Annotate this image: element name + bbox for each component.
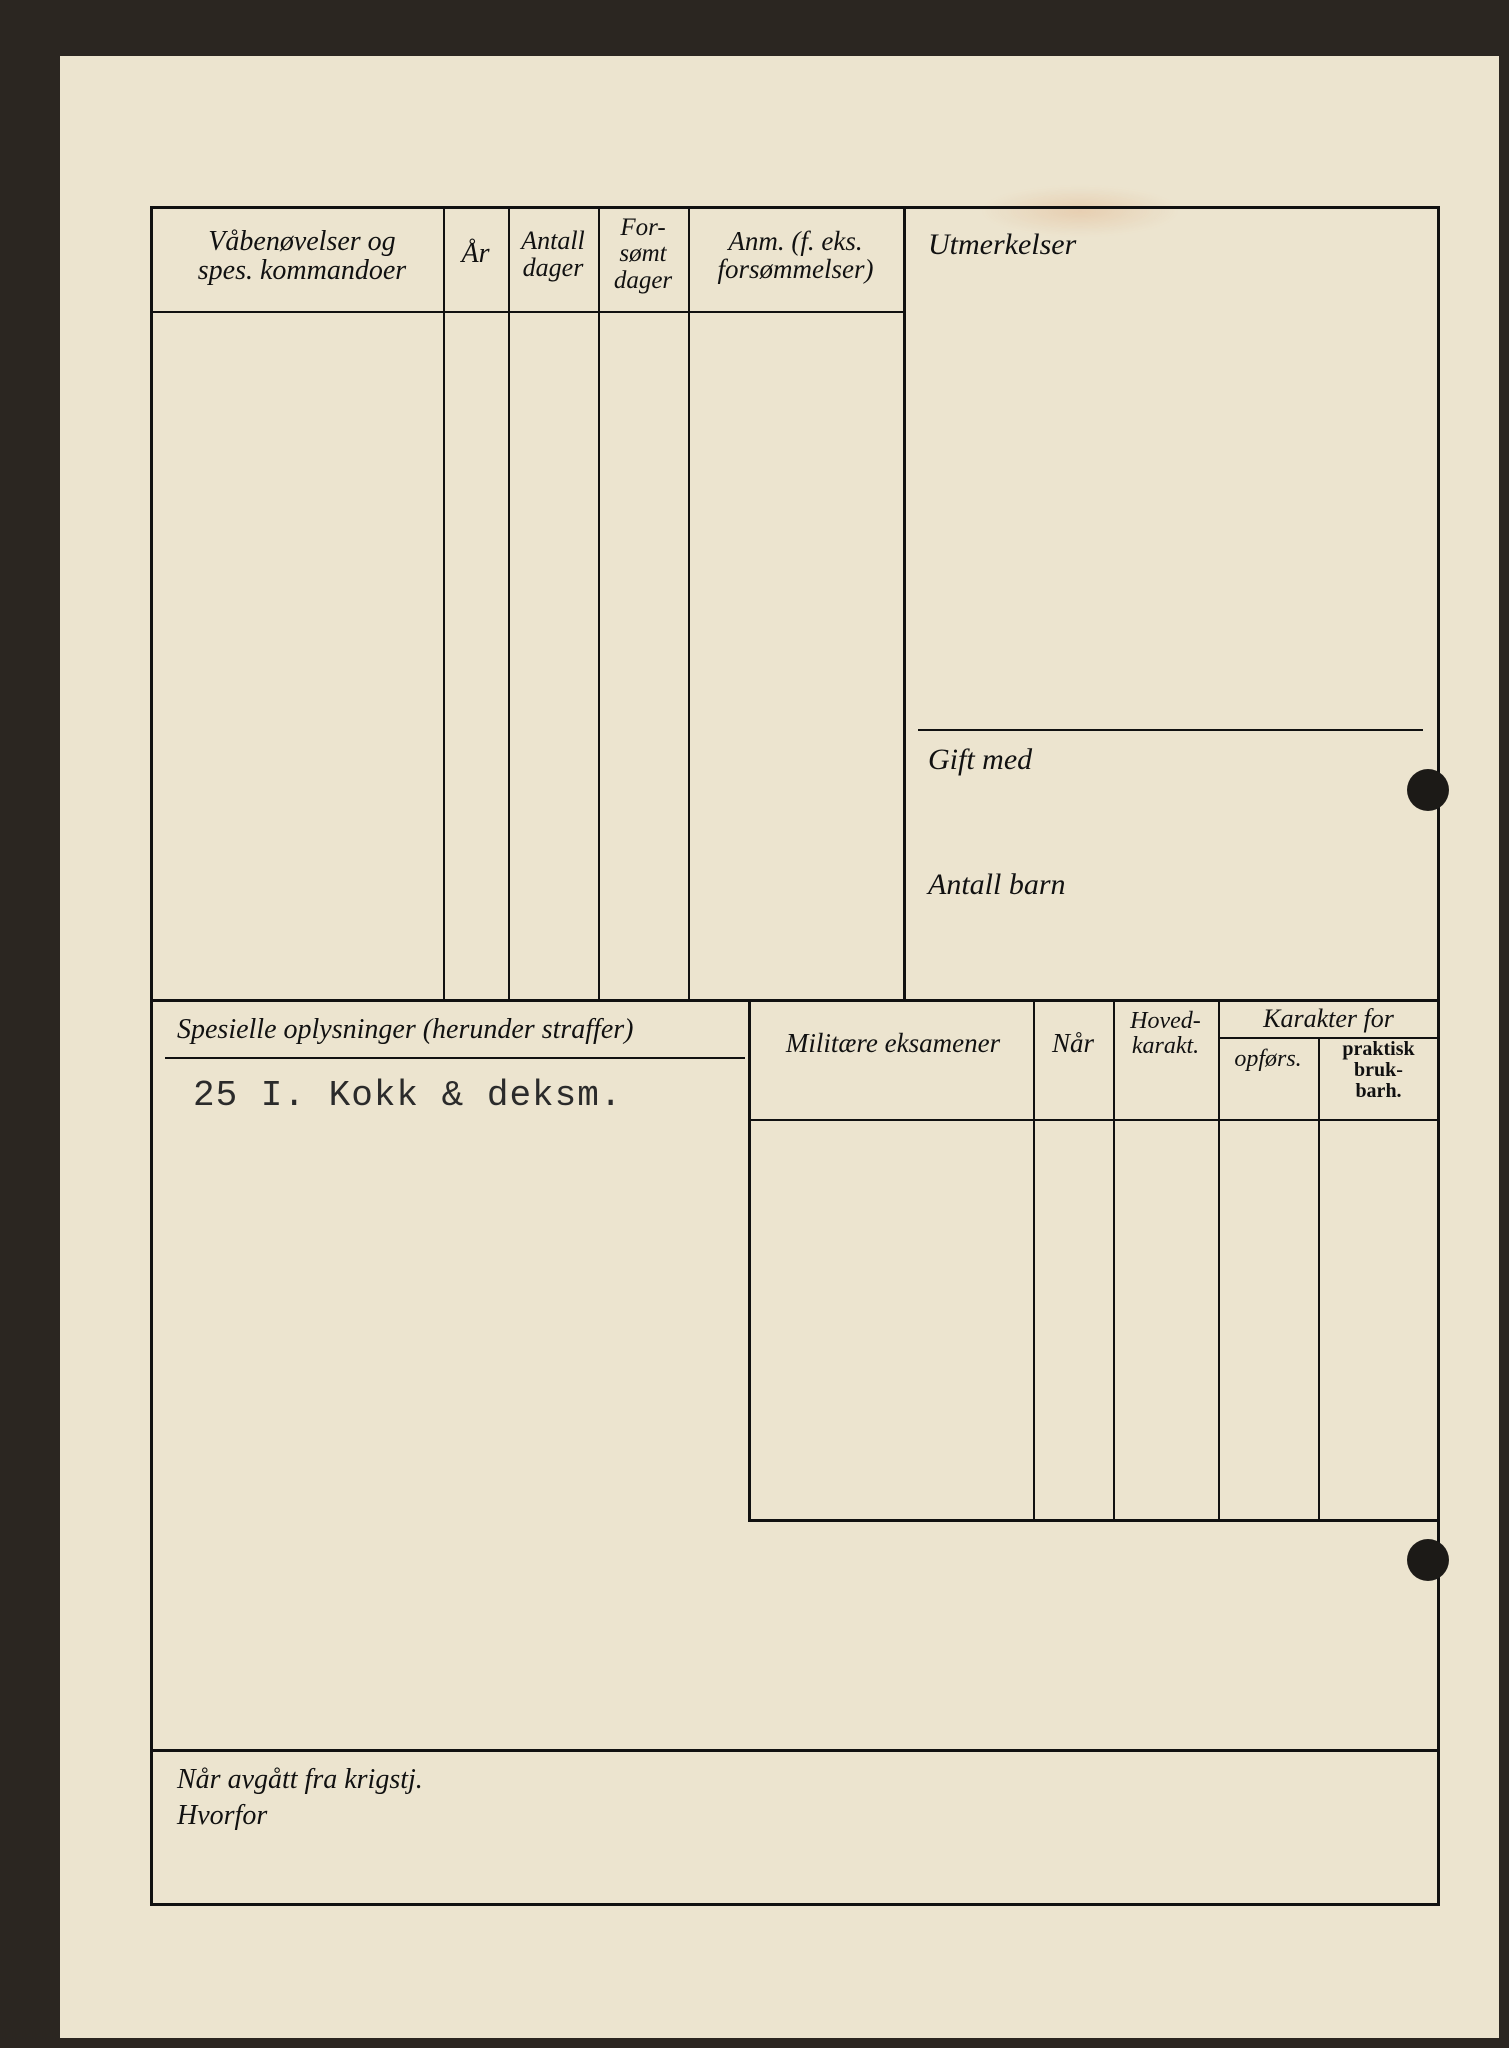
utmerkelser-label: Utmerkelser — [928, 229, 1076, 261]
naar-header: Når — [1033, 1029, 1113, 1057]
col3-header: Antall dager — [508, 227, 598, 282]
gift-med-label: Gift med — [928, 744, 1032, 776]
antall-barn-label: Antall barn — [928, 869, 1066, 901]
scanner-edge — [0, 2038, 1509, 2048]
col-divider — [1113, 999, 1115, 1519]
rule — [153, 311, 903, 313]
rule — [165, 1057, 745, 1059]
opfors-header: opførs. — [1218, 1047, 1318, 1072]
rule — [748, 1119, 1439, 1121]
col-divider — [598, 209, 600, 999]
col-divider — [443, 209, 445, 999]
punch-hole — [1407, 769, 1449, 811]
praktisk-header: praktisk bruk- barh. — [1318, 1039, 1439, 1102]
col-divider — [508, 209, 510, 999]
scanner-edge — [0, 0, 60, 2048]
hvorfor-label: Hvorfor — [177, 1801, 267, 1830]
hovedkarakt-header: Hoved- karakt. — [1113, 1009, 1218, 1059]
punch-hole — [1407, 1539, 1449, 1581]
divider — [153, 1749, 1439, 1752]
paper-sheet: Våbenøvelser og spes. kommandoer År Anta… — [60, 56, 1499, 2038]
scanned-page: Våbenøvelser og spes. kommandoer År Anta… — [0, 0, 1509, 2048]
divider — [153, 999, 906, 1002]
divider — [903, 209, 906, 999]
col-divider — [688, 209, 690, 999]
col-divider — [1318, 1037, 1320, 1519]
divider — [748, 999, 751, 1519]
divider — [748, 1519, 1439, 1522]
typed-entry: 25 I. Kokk & deksm. — [193, 1075, 622, 1116]
col1-header: Våbenøvelser og spes. kommandoer — [167, 227, 437, 286]
col4-header: For- sømt dager — [598, 215, 688, 294]
col5-header: Anm. (f. eks. forsømmelser) — [688, 227, 903, 284]
naar-avgaatt-label: Når avgått fra krigstj. — [177, 1765, 423, 1794]
scanner-edge — [1499, 0, 1509, 2048]
col2-header: År — [443, 239, 508, 268]
karakter-for-header: Karakter for — [1218, 1005, 1439, 1032]
form-frame: Våbenøvelser og spes. kommandoer År Anta… — [150, 206, 1440, 1906]
col-divider — [1033, 999, 1035, 1519]
mil-eks-header: Militære eksamener — [753, 1029, 1033, 1057]
col-divider — [1218, 999, 1220, 1519]
divider — [903, 999, 1439, 1002]
spes-oplys-header: Spesielle oplysninger (herunder straffer… — [177, 1015, 633, 1044]
rule — [918, 729, 1423, 731]
scanner-edge — [0, 0, 1509, 56]
